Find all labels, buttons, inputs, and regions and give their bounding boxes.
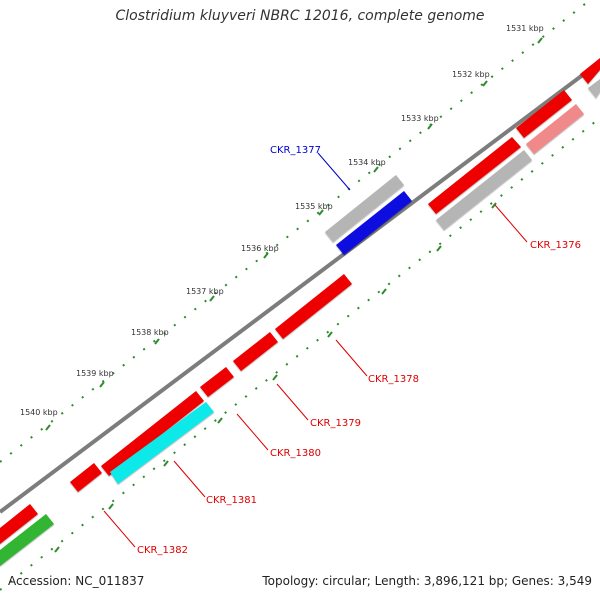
leader-ckr-1382 (103, 510, 136, 548)
reverse-gene-features (0, 79, 600, 566)
leader-ckr-1377 (317, 152, 351, 191)
kbp-label: 1540 kbp (20, 408, 58, 417)
inner-major-ticks (54, 202, 497, 553)
leader-ckr-1381 (173, 460, 206, 498)
inner-tick (491, 202, 497, 209)
outer-tick-ring (0, 0, 591, 463)
gene-ckr-1378[interactable] (275, 274, 352, 339)
gene-ckr-1376-red-a[interactable] (428, 137, 521, 214)
gene-ckr-1381-red[interactable] (101, 391, 204, 476)
gene-ckr-1377-gray[interactable] (325, 175, 404, 242)
gene-features (0, 58, 600, 544)
genome-summary-text: Topology: circular; Length: 3,896,121 bp… (262, 574, 592, 588)
leader-ckr-1380 (236, 413, 269, 451)
inner-tick (436, 245, 442, 252)
gene-ckr-1379[interactable] (233, 332, 278, 371)
leader-ckr-1378 (335, 339, 368, 377)
genome-backbone (0, 60, 600, 514)
kbp-label: 1533 kbp (401, 114, 439, 123)
major-tick (482, 80, 488, 87)
gene-ckr-1380[interactable] (200, 367, 234, 397)
map-title: Clostridium kluyveri NBRC 12016, complet… (115, 8, 485, 24)
inner-tick-ring (0, 117, 600, 591)
accession-text: Accession: NC_011837 (8, 574, 145, 588)
kbp-label: 1535 kbp (295, 202, 333, 211)
inner-tick (217, 417, 223, 424)
gene-label-ckr-1380[interactable]: CKR_1380 (270, 448, 321, 459)
gene-ckr-1376-gray[interactable] (436, 150, 532, 230)
gene-edge-red[interactable] (580, 58, 600, 84)
gene-ckr-1376-red-b[interactable] (516, 90, 572, 138)
major-tick (537, 37, 543, 44)
gene-label-ckr-1382[interactable]: CKR_1382 (137, 545, 188, 556)
inner-tick (381, 288, 387, 295)
major-tick (154, 338, 160, 345)
leader-ckr-1376 (494, 204, 528, 243)
gene-left-green[interactable] (0, 514, 54, 566)
major-tick (318, 209, 324, 216)
gene-label-ckr-1376[interactable]: CKR_1376 (530, 240, 581, 251)
kbp-label: 1538 kbp (131, 328, 169, 337)
gene-labels: CKR_1377 CKR_1376 CKR_1378 CKR_1379 CKR_… (137, 145, 581, 556)
inner-tick (327, 331, 333, 338)
kbp-labels: 1531 kbp 1532 kbp 1533 kbp 1534 kbp 1535… (20, 24, 544, 417)
major-tick (99, 381, 105, 388)
gene-label-ckr-1377[interactable]: CKR_1377 (270, 145, 321, 156)
leader-ckr-1379 (276, 383, 309, 421)
gene-label-ckr-1379[interactable]: CKR_1379 (310, 418, 361, 429)
kbp-label: 1539 kbp (76, 369, 114, 378)
gene-ckr-1377-blue[interactable] (336, 191, 412, 255)
major-ticks (45, 37, 543, 431)
inner-tick (163, 460, 169, 467)
gene-label-ckr-1381[interactable]: CKR_1381 (206, 495, 257, 506)
kbp-label: 1531 kbp (506, 24, 544, 33)
major-tick (209, 295, 215, 302)
inner-tick (108, 503, 114, 510)
major-tick (373, 166, 379, 173)
kbp-label: 1536 kbp (241, 244, 279, 253)
inner-tick (54, 546, 60, 553)
gene-edge-gray[interactable] (588, 79, 600, 98)
kbp-label: 1537 kbp (186, 287, 224, 296)
major-tick (263, 252, 269, 259)
gene-ckr-1382-red[interactable] (70, 463, 102, 492)
gene-left-red[interactable] (0, 504, 38, 544)
kbp-label: 1532 kbp (452, 70, 490, 79)
gene-label-ckr-1378[interactable]: CKR_1378 (368, 374, 419, 385)
leader-lines (103, 152, 528, 548)
major-tick (427, 123, 433, 130)
gene-ckr-1381-cyan[interactable] (110, 402, 214, 484)
kbp-label: 1534 kbp (348, 158, 386, 167)
major-tick (45, 424, 51, 431)
gene-pink[interactable] (526, 104, 584, 154)
inner-tick (272, 374, 278, 381)
